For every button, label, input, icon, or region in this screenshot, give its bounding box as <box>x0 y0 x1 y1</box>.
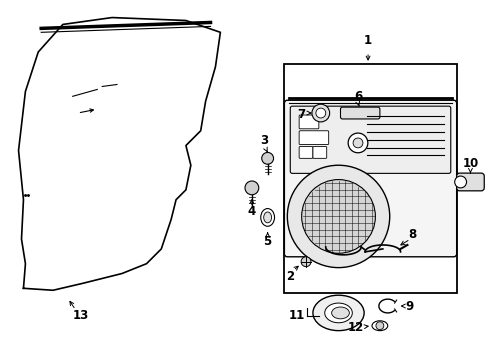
Circle shape <box>287 165 389 267</box>
Text: 5: 5 <box>263 235 271 248</box>
Ellipse shape <box>324 303 351 323</box>
Text: 11: 11 <box>288 309 305 322</box>
Circle shape <box>347 133 367 153</box>
Text: 2: 2 <box>285 270 294 283</box>
FancyBboxPatch shape <box>456 173 483 191</box>
FancyBboxPatch shape <box>299 147 312 158</box>
Circle shape <box>301 257 310 267</box>
Text: 9: 9 <box>405 300 413 312</box>
Text: 1: 1 <box>363 34 371 47</box>
Text: 12: 12 <box>347 321 364 334</box>
Ellipse shape <box>260 208 274 226</box>
Circle shape <box>244 181 258 195</box>
Circle shape <box>311 104 329 122</box>
FancyBboxPatch shape <box>340 107 379 119</box>
Circle shape <box>375 322 383 330</box>
Circle shape <box>261 152 273 164</box>
Circle shape <box>352 138 362 148</box>
FancyBboxPatch shape <box>299 115 318 129</box>
Text: 13: 13 <box>72 309 88 322</box>
FancyBboxPatch shape <box>312 147 326 158</box>
Text: 4: 4 <box>247 205 256 218</box>
Ellipse shape <box>331 307 348 319</box>
FancyBboxPatch shape <box>284 100 456 257</box>
Ellipse shape <box>263 212 271 223</box>
Text: 3: 3 <box>260 134 268 147</box>
Text: 8: 8 <box>407 228 416 240</box>
Text: 6: 6 <box>353 90 362 103</box>
Text: 7: 7 <box>296 108 305 121</box>
Ellipse shape <box>371 321 387 330</box>
Circle shape <box>454 176 466 188</box>
Text: 10: 10 <box>461 157 478 170</box>
FancyBboxPatch shape <box>290 106 450 174</box>
Ellipse shape <box>312 295 364 330</box>
Circle shape <box>301 180 375 253</box>
Bar <box>284 64 456 293</box>
FancyBboxPatch shape <box>299 131 328 145</box>
Circle shape <box>315 108 325 118</box>
